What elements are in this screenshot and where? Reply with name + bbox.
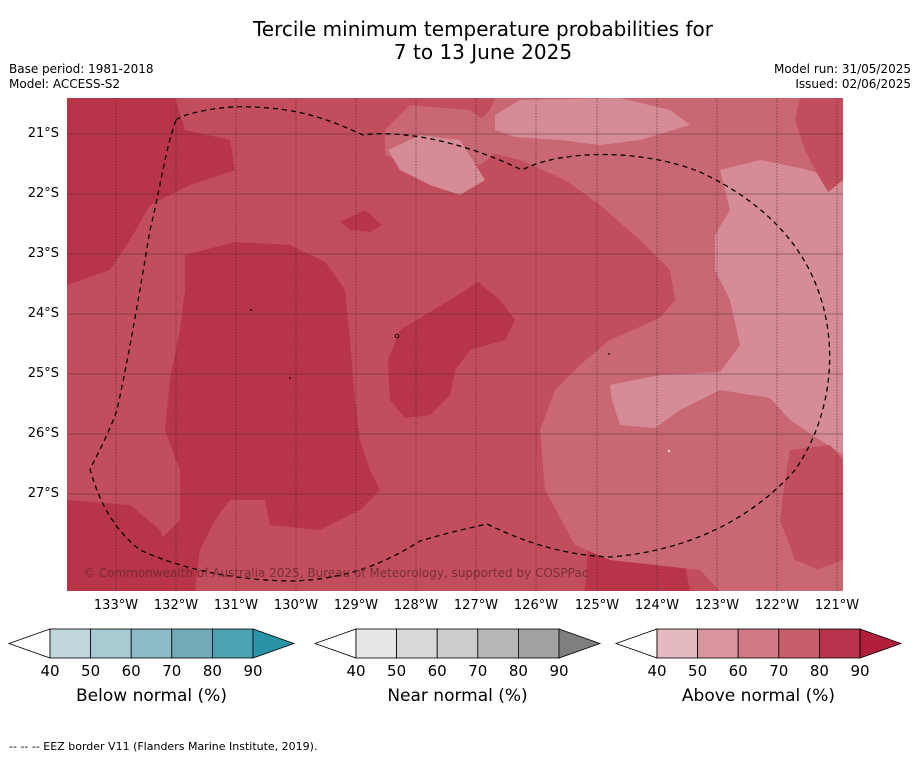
colorbar-above-high-extension bbox=[859, 628, 903, 659]
colorbar-above-low-extension bbox=[614, 628, 658, 659]
colorbar-below-tick: 90 bbox=[243, 662, 263, 680]
base-period: Base period: 1981-2018 bbox=[9, 62, 154, 76]
colorbar-below-tick: 60 bbox=[121, 662, 141, 680]
colorbar-above-bin-1 bbox=[656, 628, 698, 659]
region-above-60-70-south-corner bbox=[795, 560, 843, 591]
region-above-80-90-west bbox=[67, 98, 235, 285]
lon-label-128w: 128°W bbox=[393, 598, 439, 613]
meta-left: Base period: 1981-2018 Model: ACCESS-S2 bbox=[9, 62, 154, 92]
colorbar-below-normal bbox=[7, 628, 296, 659]
lon-label-132w: 132°W bbox=[153, 598, 199, 613]
colorbar-near-bin-4 bbox=[477, 628, 519, 659]
colorbar-above-tick: 90 bbox=[850, 662, 870, 680]
colorbar-below-bin-4 bbox=[171, 628, 213, 659]
lat-label-26s: 26°S bbox=[27, 426, 59, 441]
lon-label-127w: 127°W bbox=[453, 598, 499, 613]
lon-label-129w: 129°W bbox=[333, 598, 379, 613]
colorbar-near-low-extension bbox=[313, 628, 357, 659]
island-marker-3 bbox=[289, 377, 291, 379]
issued-date: Issued: 02/06/2025 bbox=[795, 77, 911, 91]
title-line-1: Tercile minimum temperature probabilitie… bbox=[252, 17, 714, 41]
colorbar-below-bin-2 bbox=[90, 628, 132, 659]
region-above-70-80-northeast bbox=[795, 98, 843, 192]
model-run: Model run: 31/05/2025 bbox=[773, 62, 911, 76]
colorbar-near-high-extension bbox=[558, 628, 602, 659]
colorbar-near-normal bbox=[313, 628, 602, 659]
colorbar-above-bin-4 bbox=[778, 628, 820, 659]
colorbar-below-tick: 80 bbox=[202, 662, 222, 680]
colorbar-near-tick: 60 bbox=[427, 662, 447, 680]
colorbar-below-low-extension bbox=[7, 628, 51, 659]
colorbar-near-bin-5 bbox=[518, 628, 560, 659]
colorbar-above-bin-2 bbox=[697, 628, 739, 659]
lon-label-131w: 131°W bbox=[213, 598, 259, 613]
colorbar-above-tick: 80 bbox=[809, 662, 829, 680]
lat-label-22s: 22°S bbox=[27, 186, 59, 201]
colorbar-above-tick: 40 bbox=[647, 662, 667, 680]
title-line-2: 7 to 13 June 2025 bbox=[393, 40, 573, 64]
colorbar-near-tick: 90 bbox=[549, 662, 569, 680]
region-above-50-60-north bbox=[495, 98, 690, 145]
lat-label-25s: 25°S bbox=[27, 366, 59, 381]
island-marker-2 bbox=[250, 309, 252, 311]
lon-label-124w: 124°W bbox=[634, 598, 680, 613]
colorbar-near-tick: 40 bbox=[346, 662, 366, 680]
colorbar-below-tick: 40 bbox=[40, 662, 60, 680]
map-title: Tercile minimum temperature probabilitie… bbox=[0, 18, 919, 64]
colorbar-above-normal bbox=[614, 628, 903, 659]
colorbar-below-tick: 50 bbox=[81, 662, 101, 680]
colorbar-near-tick: 70 bbox=[468, 662, 488, 680]
lat-label-24s: 24°S bbox=[27, 306, 59, 321]
probability-field bbox=[67, 98, 843, 591]
colorbar-below-high-extension bbox=[252, 628, 296, 659]
colorbar-below-tick: 70 bbox=[162, 662, 182, 680]
region-above-50-60-east bbox=[610, 160, 843, 455]
colorbar-near-bin-3 bbox=[436, 628, 479, 659]
meta-right: Model run: 31/05/2025 Issued: 02/06/2025 bbox=[774, 62, 911, 92]
region-above-70-80-southeast bbox=[780, 445, 843, 570]
colorbar-below-bin-5 bbox=[211, 628, 254, 659]
colorbar-near-bin-2 bbox=[396, 628, 438, 659]
colorbar-above-tick: 50 bbox=[688, 662, 708, 680]
lat-label-27s: 27°S bbox=[27, 486, 59, 501]
copyright-notice: © Commonwealth of Australia 2025, Bureau… bbox=[83, 566, 589, 580]
lon-label-123w: 123°W bbox=[694, 598, 740, 613]
lon-label-122w: 122°W bbox=[754, 598, 800, 613]
colorbar-above-title: Above normal (%) bbox=[681, 686, 836, 706]
eez-footer-note: -- -- -- EEZ border V11 (Flanders Marine… bbox=[9, 740, 318, 753]
region-above-50-60-northwest bbox=[388, 135, 485, 195]
colorbar-above-tick: 70 bbox=[769, 662, 789, 680]
colorbar-above-bin-5 bbox=[819, 628, 861, 659]
island-marker-1 bbox=[394, 333, 400, 339]
lon-label-126w: 126°W bbox=[513, 598, 559, 613]
region-above-80-90-center-east bbox=[388, 282, 515, 418]
region-above-80-90-islet bbox=[340, 210, 382, 232]
colorbar-below-title: Below normal (%) bbox=[76, 686, 227, 706]
island-marker-5 bbox=[667, 449, 671, 453]
eez-border bbox=[89, 106, 831, 582]
colorbar-near-tick: 50 bbox=[387, 662, 407, 680]
lon-label-121w: 121°W bbox=[814, 598, 860, 613]
colorbar-near-bin-1 bbox=[355, 628, 397, 659]
region-above-80-90-central bbox=[110, 242, 380, 591]
lat-label-23s: 23°S bbox=[27, 246, 59, 261]
island-marker-4 bbox=[608, 353, 610, 355]
colorbar-near-title: Near normal (%) bbox=[387, 686, 528, 706]
colorbar-near-tick: 80 bbox=[508, 662, 528, 680]
lat-label-21s: 21°S bbox=[27, 126, 59, 141]
lon-label-125w: 125°W bbox=[574, 598, 620, 613]
graticule bbox=[67, 133, 843, 495]
lon-label-130w: 130°W bbox=[273, 598, 319, 613]
colorbar-above-tick: 60 bbox=[728, 662, 748, 680]
lon-label-133w: 133°W bbox=[93, 598, 139, 613]
colorbar-above-bin-3 bbox=[737, 628, 780, 659]
model-name: Model: ACCESS-S2 bbox=[9, 77, 121, 91]
colorbar-below-bin-3 bbox=[130, 628, 173, 659]
colorbar-below-bin-1 bbox=[49, 628, 91, 659]
